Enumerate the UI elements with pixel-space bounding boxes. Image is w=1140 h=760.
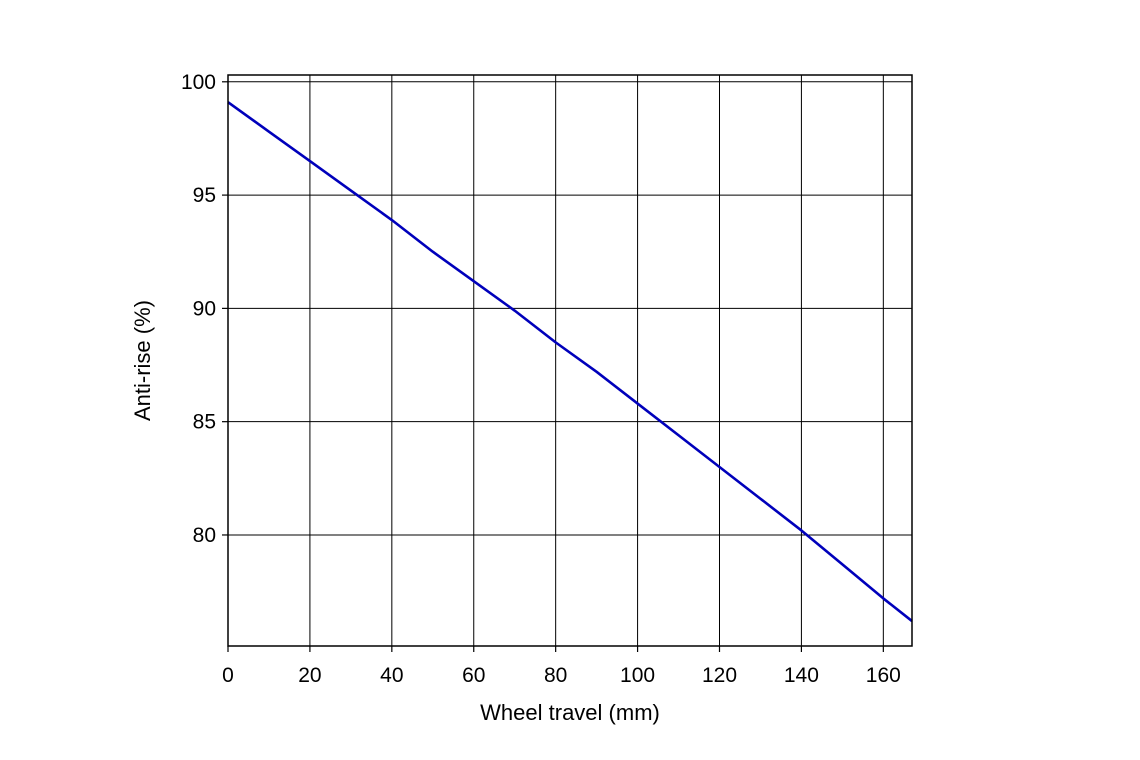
- plot-frame: [227, 74, 913, 647]
- x-tick-label: 60: [462, 664, 485, 687]
- y-tick-label: 90: [193, 297, 216, 320]
- x-tick-label: 120: [702, 664, 737, 687]
- y-tick-label: 80: [193, 524, 216, 547]
- x-axis-label: Wheel travel (mm): [480, 700, 660, 725]
- x-tick-label: 20: [298, 664, 321, 687]
- y-axis-label: Anti-rise (%): [130, 300, 155, 421]
- x-tick-label: 100: [620, 664, 655, 687]
- x-tick-label: 0: [222, 664, 234, 687]
- grid-lines: [227, 75, 912, 646]
- y-tick-labels: 80 85 90 95 100: [181, 71, 216, 547]
- series-layer: [227, 101, 913, 623]
- y-tick-label: 85: [193, 411, 216, 434]
- x-tick-label: 140: [784, 664, 819, 687]
- series-line: [227, 101, 913, 623]
- x-tick-label: 80: [544, 664, 567, 687]
- y-tick-label: 95: [193, 184, 216, 207]
- tick-marks: [222, 81, 884, 652]
- x-tick-labels: 0 20 40 60 80 100 120 140 160: [222, 664, 901, 687]
- x-tick-label: 40: [380, 664, 403, 687]
- x-tick-label: 160: [866, 664, 901, 687]
- y-tick-label: 100: [181, 71, 216, 94]
